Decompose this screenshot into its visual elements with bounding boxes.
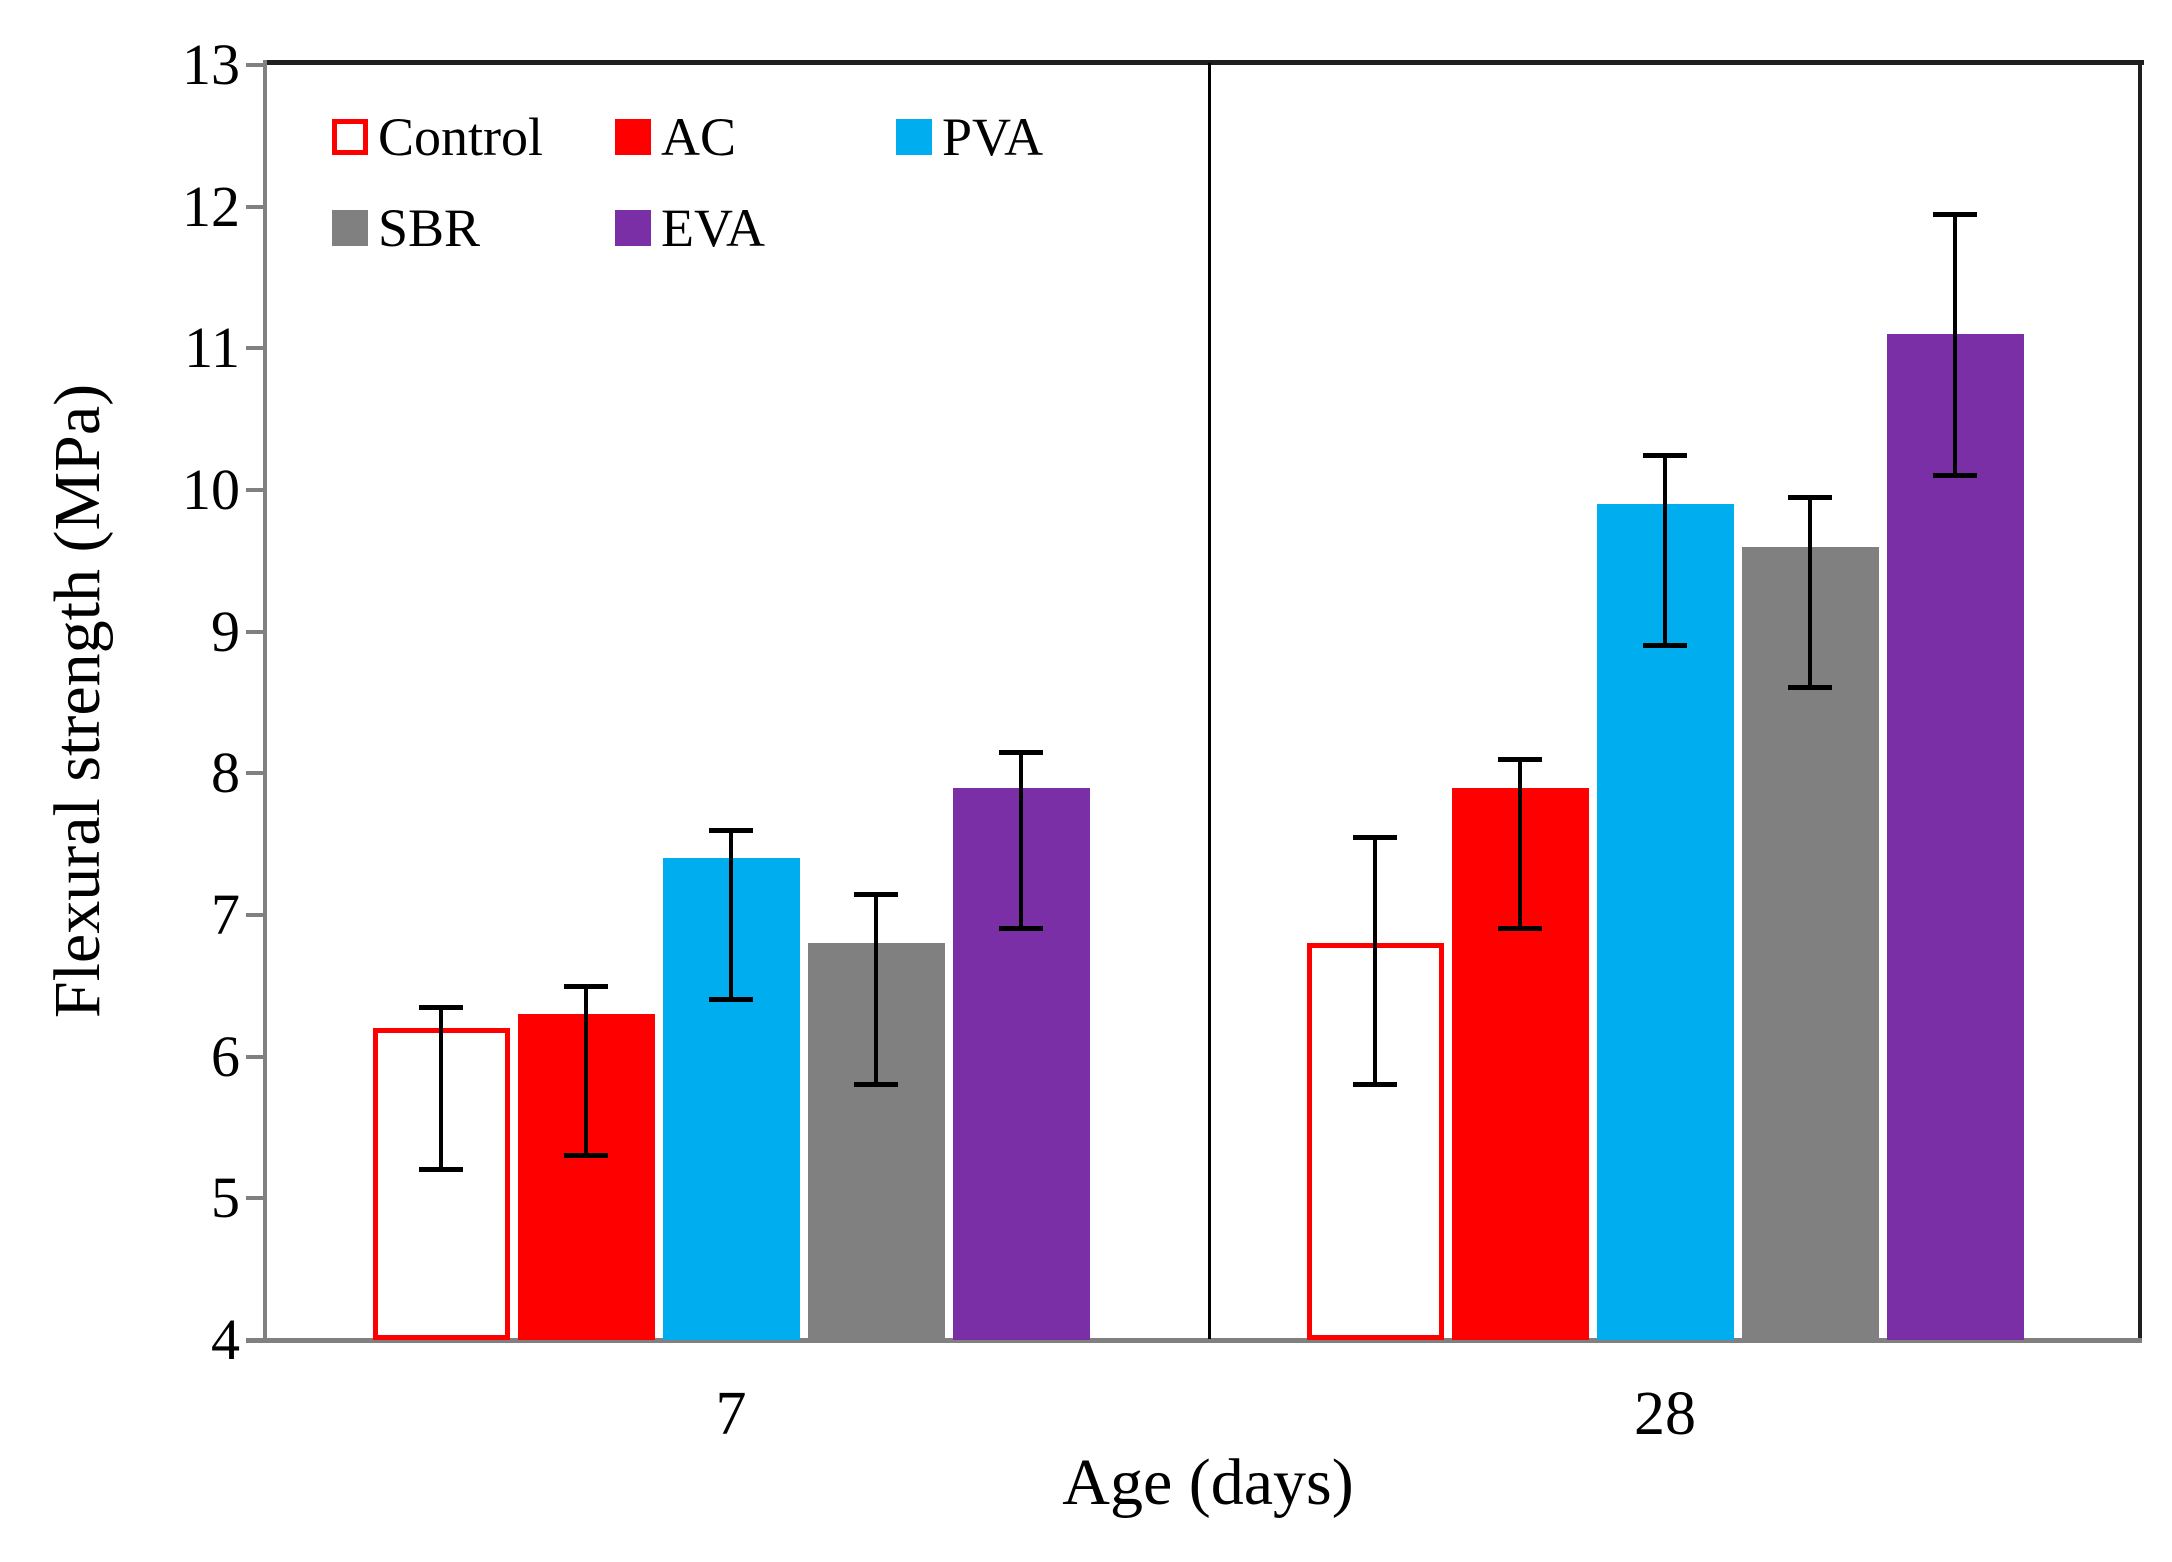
legend-swatch-eva: [615, 210, 651, 246]
error-bar-control-28d-line: [1373, 837, 1377, 1085]
legend-label-pva: PVA: [942, 107, 1044, 167]
legend-swatch-ac: [615, 119, 651, 155]
legend-item-pva: PVA: [896, 109, 1043, 165]
y-tick-mark: [246, 913, 266, 917]
category-separator-line: [1208, 63, 1211, 1339]
legend-swatch-sbr: [332, 210, 368, 246]
error-bar-pva-28d-cap-bottom: [1643, 642, 1687, 648]
y-tick-mark: [246, 63, 266, 67]
error-bar-sbr-7d-cap-bottom: [854, 1082, 898, 1087]
x-tick-label-28: 28: [1634, 1380, 1696, 1448]
y-tick-label: 9: [211, 598, 240, 664]
legend-label-eva: EVA: [661, 198, 766, 258]
error-bar-control-28d-cap-bottom: [1353, 1082, 1397, 1087]
error-bar-control-28d-cap-top: [1353, 835, 1397, 841]
y-tick-mark: [246, 1338, 266, 1342]
error-bar-ac-28d-cap-top: [1498, 757, 1542, 763]
bar-eva-28d: [1886, 334, 2024, 1340]
y-tick-label: 6: [211, 1023, 240, 1089]
error-bar-control-7d-line: [439, 1007, 443, 1170]
y-tick-label: 4: [211, 1307, 240, 1372]
y-tick-label: 8: [211, 740, 240, 806]
error-bar-eva-7d-cap-bottom: [999, 926, 1043, 932]
error-bar-pva-28d-cap-top: [1643, 452, 1687, 458]
y-tick-label: 5: [211, 1165, 240, 1231]
error-bar-sbr-28d-cap-top: [1788, 495, 1832, 501]
error-bar-ac-7d-line: [584, 985, 588, 1156]
y-tick-mark: [246, 1054, 266, 1059]
plot-top-border: [263, 60, 2144, 65]
y-axis-line: [263, 60, 267, 1343]
legend-swatch-control: [332, 119, 368, 155]
y-tick-mark: [246, 629, 266, 634]
legend-item-sbr: SBR: [332, 200, 480, 256]
error-bar-sbr-7d-line: [874, 893, 878, 1085]
legend-item-eva: EVA: [615, 200, 765, 256]
error-bar-pva-7d-line: [729, 830, 733, 1000]
y-tick-label: 11: [184, 315, 240, 381]
legend-label-ac: AC: [661, 107, 737, 167]
x-axis-line: [246, 1338, 2142, 1343]
legend-label-control: Control: [378, 107, 544, 167]
y-tick-mark: [246, 204, 266, 209]
y-tick-mark: [246, 771, 266, 776]
x-tick-label-7: 7: [715, 1380, 747, 1448]
error-bar-sbr-28d-line: [1808, 497, 1812, 689]
error-bar-pva-28d-line: [1663, 454, 1667, 646]
legend-label-sbr: SBR: [378, 198, 481, 258]
error-bar-eva-28d-line: [1953, 213, 1957, 476]
plot-right-border: [2138, 60, 2142, 1343]
error-bar-control-7d-cap-bottom: [419, 1167, 463, 1172]
error-bar-eva-28d-cap-top: [1933, 211, 1977, 217]
legend-item-ac: AC: [615, 109, 736, 165]
y-tick-label: 12: [182, 173, 240, 239]
error-bar-control-7d-cap-top: [419, 1005, 463, 1011]
error-bar-eva-7d-cap-top: [999, 750, 1043, 756]
error-bar-ac-28d-line: [1518, 759, 1522, 930]
error-bar-ac-7d-cap-top: [564, 983, 608, 989]
legend-swatch-pva: [896, 119, 932, 155]
error-bar-eva-28d-cap-bottom: [1933, 472, 1977, 478]
error-bar-pva-7d-cap-bottom: [709, 997, 753, 1002]
error-bar-ac-7d-cap-bottom: [564, 1152, 608, 1158]
legend-item-control: Control: [332, 109, 543, 165]
y-tick-label: 7: [211, 882, 240, 947]
error-bar-ac-28d-cap-bottom: [1498, 926, 1542, 932]
y-tick-mark: [246, 488, 266, 492]
y-axis-title: Flexural strength (MPa): [41, 383, 114, 1019]
error-bar-sbr-7d-cap-top: [854, 891, 898, 897]
y-tick-label: 10: [182, 457, 240, 522]
error-bar-pva-7d-cap-top: [709, 828, 753, 833]
y-tick-mark: [246, 346, 266, 351]
y-tick-label: 13: [182, 32, 240, 97]
error-bar-sbr-28d-cap-bottom: [1788, 685, 1832, 691]
error-bar-eva-7d-line: [1019, 752, 1023, 930]
y-tick-mark: [246, 1196, 266, 1201]
x-axis-title: Age (days): [1062, 1446, 1354, 1519]
